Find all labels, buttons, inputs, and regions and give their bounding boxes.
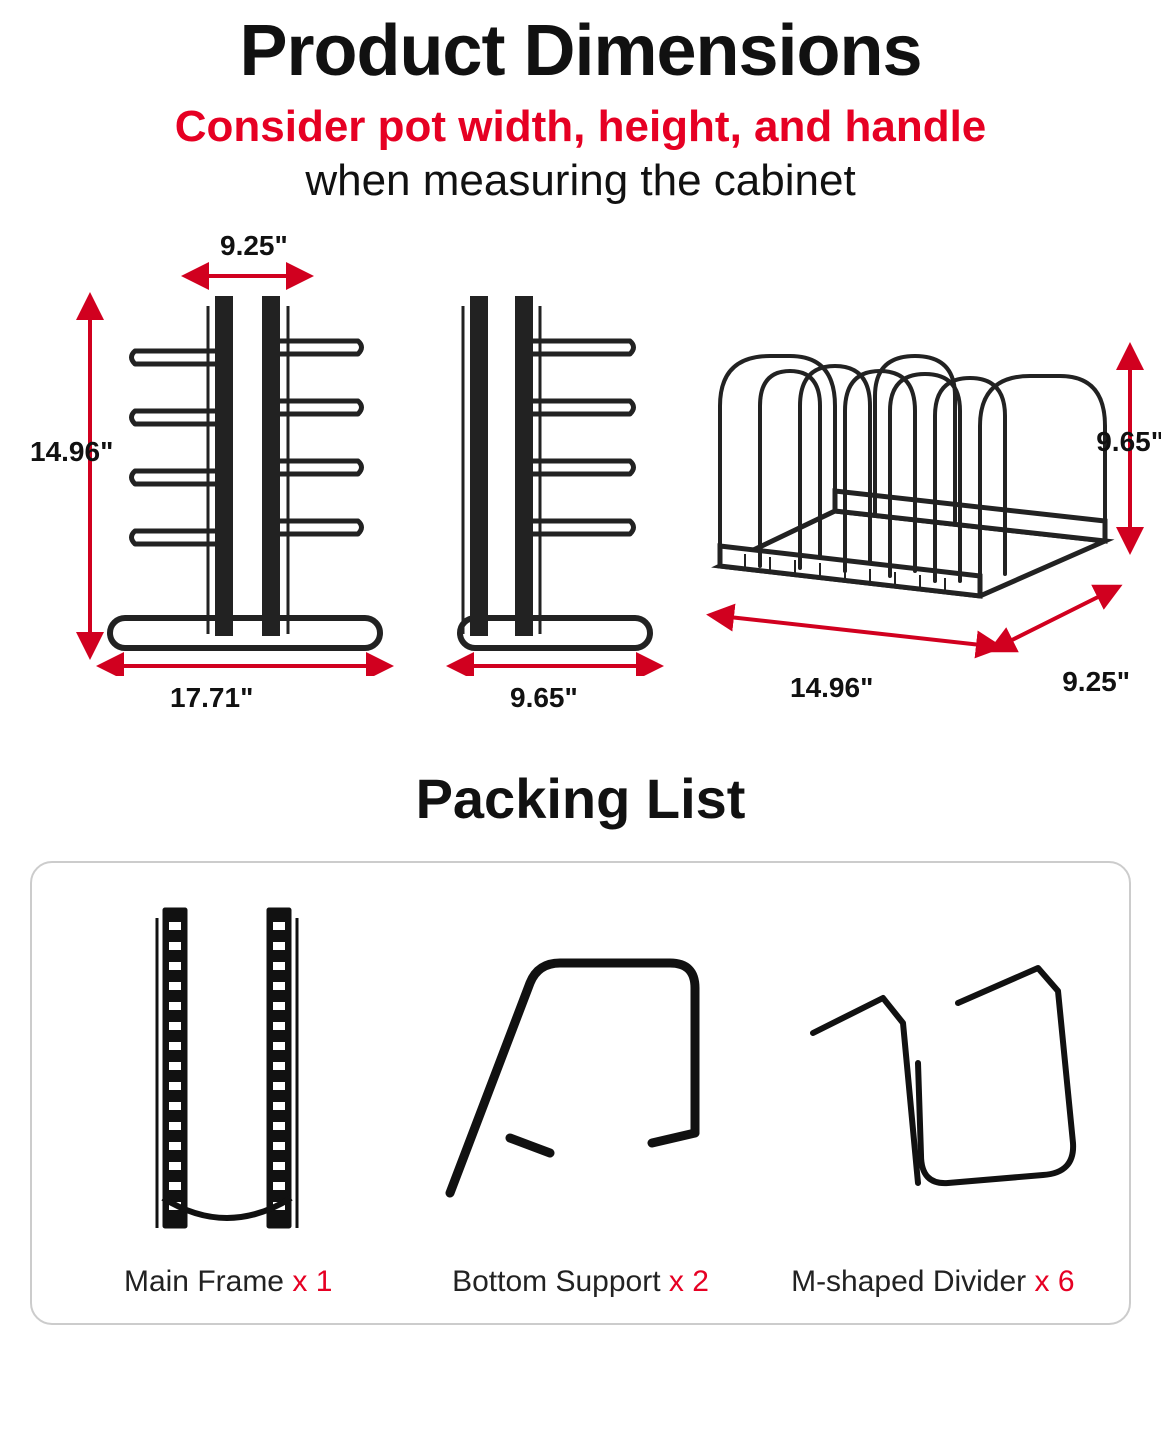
- bottom-support-icon: [420, 933, 740, 1213]
- diagram-horizontal: 9.65" 14.96" 9.25": [690, 296, 1160, 676]
- packing-list-box: Main Frame x 1 Bottom Support x 2: [30, 861, 1131, 1325]
- packing-title: Packing List: [30, 766, 1131, 831]
- main-frame-icon: [143, 898, 313, 1248]
- pack-label-bottom-support: Bottom Support x 2: [452, 1265, 709, 1299]
- rack-vertical-single-svg: [430, 236, 670, 676]
- pack-item-m-divider: M-shaped Divider x 6: [767, 893, 1099, 1299]
- dim-base-width: 17.71": [170, 682, 253, 714]
- diagram-vertical-single: 9.65": [430, 236, 670, 676]
- page-title: Product Dimensions: [30, 10, 1131, 92]
- pack-item-bottom-support: Bottom Support x 2: [414, 893, 746, 1299]
- pack-label-main-frame: Main Frame x 1: [124, 1265, 332, 1299]
- pack-item-main-frame: Main Frame x 1: [62, 893, 394, 1299]
- dim-horiz-height: 9.65": [1096, 426, 1161, 458]
- subtitle-black: when measuring the cabinet: [30, 156, 1131, 206]
- dim-single-base: 9.65": [510, 682, 578, 714]
- dim-height: 14.96": [30, 436, 113, 468]
- rack-horizontal-svg: [690, 296, 1160, 676]
- pack-label-m-divider: M-shaped Divider x 6: [791, 1265, 1074, 1299]
- subtitle-red: Consider pot width, height, and handle: [30, 102, 1131, 152]
- diagram-vertical-double: 9.25" 14.96" 17.71": [40, 236, 410, 676]
- dim-top-width: 9.25": [220, 230, 288, 262]
- dimension-diagrams: 9.25" 14.96" 17.71": [30, 236, 1131, 676]
- dim-horiz-depth: 9.25": [1062, 666, 1130, 698]
- dim-horiz-length: 14.96": [790, 672, 873, 704]
- m-divider-icon: [773, 943, 1093, 1203]
